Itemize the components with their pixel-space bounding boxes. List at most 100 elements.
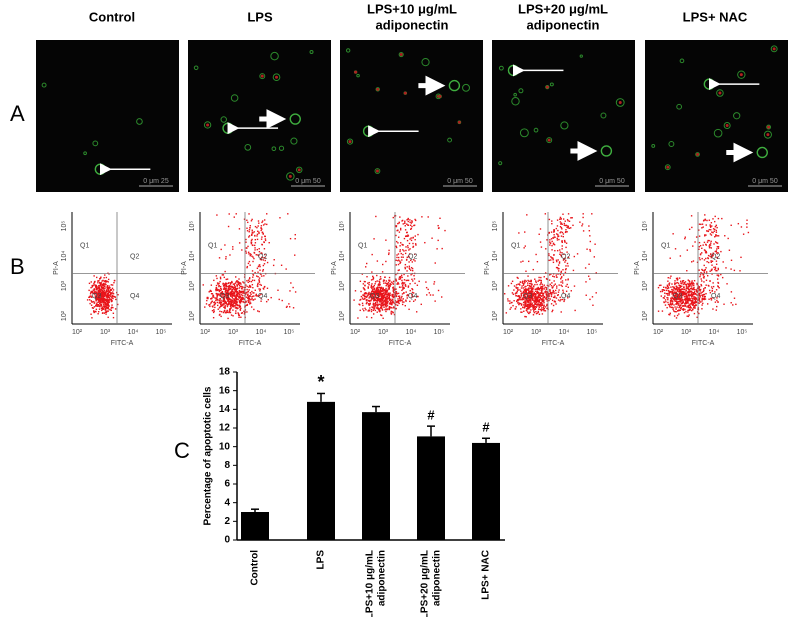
event-dot (691, 286, 693, 288)
event-dot (398, 286, 401, 288)
event-dot (530, 303, 532, 305)
event-dot (386, 305, 389, 307)
event-dot (530, 287, 532, 289)
event-dot (227, 317, 229, 320)
event-dot (694, 304, 696, 307)
event-dot (676, 290, 679, 292)
event-dot (717, 275, 720, 277)
event-dot (691, 297, 693, 299)
event-dot (547, 292, 550, 295)
event-dot (262, 268, 265, 271)
event-dot (407, 235, 410, 237)
event-dot (231, 301, 233, 304)
event-dot (106, 296, 108, 299)
event-dot (243, 298, 246, 300)
event-dot (236, 288, 238, 290)
event-dot (546, 278, 548, 280)
event-dot (110, 289, 113, 291)
event-dot (380, 299, 383, 301)
event-dot (249, 286, 252, 288)
event-dot (373, 292, 375, 294)
event-dot (541, 313, 544, 315)
event-dot (699, 290, 701, 292)
event-dot (558, 261, 561, 263)
event-dot (91, 286, 93, 288)
event-dot (526, 288, 528, 291)
event-dot (407, 234, 409, 236)
event-dot (682, 292, 684, 294)
event-dot (362, 283, 365, 285)
event-dot (717, 274, 720, 276)
event-dot (246, 266, 248, 269)
event-dot (242, 286, 244, 288)
event-dot (102, 299, 104, 301)
event-dot (589, 250, 592, 252)
event-dot (88, 282, 91, 285)
event-dot (370, 296, 372, 298)
event-dot (248, 236, 250, 238)
event-dot (670, 286, 672, 288)
event-dot (567, 225, 569, 227)
event-dot (239, 305, 242, 308)
event-dot (224, 306, 226, 309)
event-dot (365, 309, 367, 311)
event-dot (223, 293, 225, 296)
event-dot (688, 297, 691, 300)
event-dot (702, 220, 705, 222)
event-dot (235, 299, 237, 302)
event-dot (376, 296, 378, 299)
event-dot (710, 222, 713, 224)
event-dot (710, 256, 713, 259)
event-dot (412, 280, 414, 282)
quadrant-label: Q4 (561, 293, 570, 300)
event-dot (232, 246, 234, 248)
event-dot (668, 294, 671, 296)
event-dot (260, 273, 262, 276)
event-dot (216, 282, 219, 284)
event-dot (233, 295, 235, 297)
event-dot (398, 269, 400, 271)
event-dot (210, 298, 212, 300)
event-dot (106, 302, 109, 305)
event-dot (406, 223, 408, 225)
event-dot (362, 308, 364, 310)
event-dot (706, 261, 708, 263)
event-dot (210, 290, 212, 292)
event-dot (562, 291, 565, 293)
event-dot (117, 294, 119, 296)
event-dot (383, 306, 385, 308)
event-dot (228, 310, 231, 312)
event-dot (699, 288, 702, 291)
event-dot (253, 308, 255, 311)
event-dot (534, 295, 537, 297)
event-dot (698, 235, 701, 237)
event-dot (709, 226, 712, 228)
event-dot (226, 309, 228, 312)
event-dot (232, 304, 234, 306)
event-dot (714, 241, 717, 243)
event-dot (225, 287, 227, 290)
event-dot (391, 302, 394, 304)
event-dot (402, 287, 404, 290)
event-dot (517, 277, 519, 279)
event-dot (702, 244, 704, 246)
event-dot (537, 299, 539, 301)
event-dot (109, 309, 111, 311)
event-dot (385, 306, 387, 308)
event-dot (101, 287, 104, 289)
event-dot (257, 275, 259, 278)
event-dot (247, 296, 249, 299)
event-dot (530, 305, 533, 307)
event-dot (371, 287, 373, 289)
event-dot (241, 298, 244, 300)
event-dot (681, 296, 683, 298)
event-dot (561, 231, 564, 234)
event-dot (414, 260, 416, 262)
event-dot (557, 259, 559, 261)
event-dot (682, 290, 684, 293)
event-dot (243, 282, 245, 284)
event-dot (94, 293, 96, 295)
event-dot (531, 287, 533, 290)
event-dot (213, 301, 216, 303)
event-dot (713, 230, 715, 232)
